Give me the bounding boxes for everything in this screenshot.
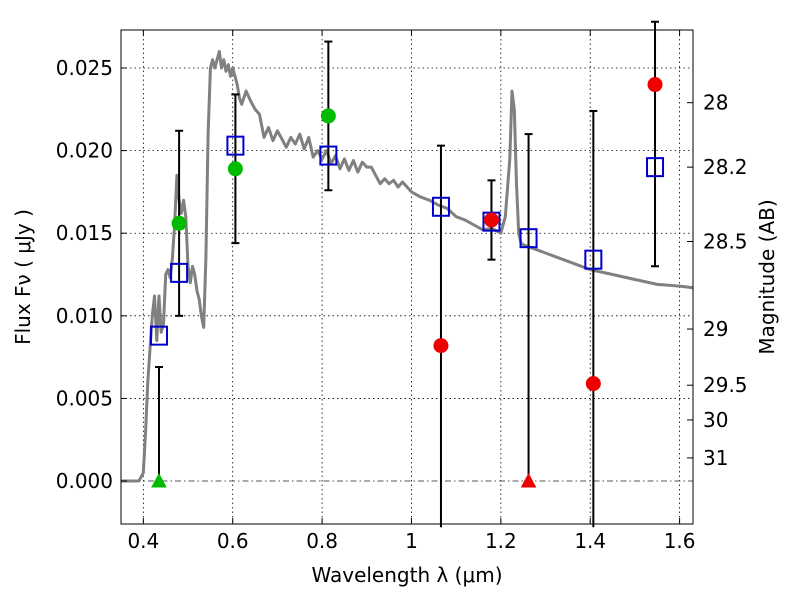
mag-tick-label: 28.5 xyxy=(703,229,748,253)
flux-circle-marker xyxy=(433,338,449,354)
blue-square-marker xyxy=(170,262,189,283)
x-tick-label: 1 xyxy=(405,529,418,553)
right-axis-title: Magnitude (AB) xyxy=(755,199,779,354)
upper-limit-triangle xyxy=(520,472,537,488)
axis-ticks xyxy=(121,30,693,524)
mag-tick-label: 28 xyxy=(703,91,728,115)
flux-circle-marker xyxy=(585,376,601,392)
y-tick-label: 0.015 xyxy=(56,221,113,245)
blue-square-marker xyxy=(319,145,338,166)
y-axis-title: Flux Fν ( μJy ) xyxy=(11,209,35,345)
y-tick-label: 0.025 xyxy=(56,56,113,80)
data-markers xyxy=(149,77,665,488)
mag-tick-label: 28.2 xyxy=(703,155,748,179)
y-tick-label: 0.010 xyxy=(56,304,113,328)
y-tick-label: 0.020 xyxy=(56,139,113,163)
flux-circle-marker xyxy=(227,161,243,177)
y-tick-label: 0.000 xyxy=(56,469,113,493)
mag-tick-label: 30 xyxy=(703,408,728,432)
mag-tick-label: 29 xyxy=(703,317,728,341)
blue-square-marker xyxy=(149,325,168,346)
x-tick-label: 1.4 xyxy=(574,529,606,553)
blue-square-marker xyxy=(226,135,245,156)
x-tick-label: 1.2 xyxy=(485,529,517,553)
upper-limit-triangle xyxy=(151,472,167,488)
blue-square-marker xyxy=(584,249,603,270)
x-tick-label: 0.4 xyxy=(127,529,159,553)
flux-circle-marker xyxy=(320,108,336,124)
x-tick-label: 1.6 xyxy=(664,529,696,553)
tick-labels: 0.4 0.6 0.8 1 1.2 1.4 1.6 0.000 0.005 0.010 0.015 0… xyxy=(56,56,748,553)
x-tick-label: 0.6 xyxy=(217,529,249,553)
blue-square-marker xyxy=(519,228,538,249)
blue-square-marker xyxy=(646,157,665,178)
x-axis-title: Wavelength λ (μm) xyxy=(311,563,502,587)
y-tick-label: 0.005 xyxy=(56,386,113,410)
flux-circle-marker xyxy=(647,77,663,93)
plot-frame xyxy=(120,29,694,525)
blue-square-marker xyxy=(431,196,450,217)
flux-circle-marker xyxy=(483,212,499,228)
x-tick-label: 0.8 xyxy=(306,529,338,553)
flux-circle-marker xyxy=(171,215,187,231)
mag-tick-label: 29.5 xyxy=(703,373,748,397)
mag-tick-label: 31 xyxy=(703,446,728,470)
